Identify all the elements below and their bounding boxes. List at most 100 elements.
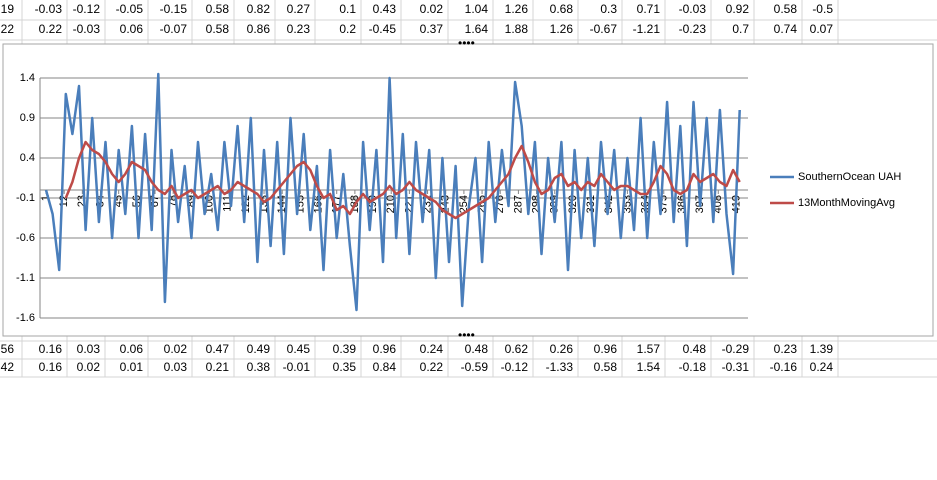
cell: -0.5 (812, 2, 833, 16)
cell: -0.23 (679, 22, 707, 36)
cell: 0.22 (39, 22, 63, 36)
cell: 42 (1, 360, 15, 374)
cell: 1.88 (505, 22, 529, 36)
cell: 0.07 (810, 22, 834, 36)
cell: -1.21 (633, 22, 661, 36)
cell: 0.48 (683, 342, 707, 356)
cell: -0.31 (722, 360, 750, 374)
cell: -0.01 (283, 360, 311, 374)
cell: 0.71 (637, 2, 661, 16)
x-tick-label: 298 (530, 195, 542, 213)
y-tick-label: 0.4 (20, 152, 35, 164)
legend-label: 13MonthMovingAvg (798, 197, 895, 209)
cell: 0.02 (164, 342, 188, 356)
cell: 0.82 (247, 2, 271, 16)
cell: 0.03 (77, 342, 101, 356)
cell: 0.45 (287, 342, 311, 356)
x-tick-label: 12 (58, 195, 70, 207)
cell: 0.58 (774, 2, 798, 16)
cell: 1.04 (465, 2, 489, 16)
cell: -0.03 (73, 22, 101, 36)
cell: -0.12 (501, 360, 529, 374)
cell: 0.74 (774, 22, 798, 36)
cell: -0.03 (679, 2, 707, 16)
cell: 0.48 (465, 342, 489, 356)
y-tick-label: 0.9 (20, 112, 35, 124)
cell: 0.96 (373, 342, 397, 356)
cell: 0.58 (594, 360, 618, 374)
cell: 0.68 (550, 2, 574, 16)
sheet-grid: 19 -0.03 -0.12 -0.05 -0.15 0.58 0.82 0.27 0.1 0.4… (0, 0, 937, 378)
x-tick-label: 254 (458, 195, 470, 213)
cell: 0.86 (247, 22, 271, 36)
cell: 0.06 (120, 342, 144, 356)
cell: 0.26 (550, 342, 574, 356)
cell: 19 (1, 2, 15, 16)
cell: 0.21 (206, 360, 230, 374)
cell: 0.92 (726, 2, 750, 16)
cell: 0.23 (287, 22, 311, 36)
cell: 0.38 (247, 360, 271, 374)
resize-handle[interactable]: •••• (458, 328, 475, 342)
cell: 0.2 (339, 22, 356, 36)
cell: 0.49 (247, 342, 271, 356)
cell: 0.03 (164, 360, 188, 374)
cell: -0.07 (160, 22, 188, 36)
cell: -0.67 (590, 22, 618, 36)
cell: -0.03 (35, 2, 63, 16)
series-line (64, 140, 741, 220)
cell: -1.33 (546, 360, 574, 374)
cell: -0.18 (679, 360, 707, 374)
cell: 0.37 (420, 22, 444, 36)
cell: 0.06 (120, 22, 144, 36)
resize-handle[interactable]: •••• (458, 36, 475, 50)
cell: 0.47 (206, 342, 230, 356)
cell: 0.01 (120, 360, 144, 374)
cell: -0.16 (770, 360, 798, 374)
x-tick-label: 1 (40, 195, 52, 201)
cell: 0.1 (339, 2, 356, 16)
cell: 0.35 (333, 360, 357, 374)
legend-label: SouthernOcean UAH (798, 171, 901, 183)
cell: 1.26 (550, 22, 574, 36)
chart: 1.40.90.4-0.1-0.6-1.1-1.61 12 23 34 45 56 67 78… (16, 72, 901, 324)
y-tick-label: 1.4 (20, 72, 35, 84)
cell: -0.05 (116, 2, 144, 16)
cell: 0.58 (206, 2, 230, 16)
y-tick-label: -0.1 (16, 192, 35, 204)
cell: 0.7 (732, 22, 749, 36)
cell: 0.43 (373, 2, 397, 16)
cell: 0.3 (600, 2, 617, 16)
cell: 0.23 (774, 342, 798, 356)
cell: -0.59 (461, 360, 489, 374)
y-tick-label: -1.6 (16, 312, 35, 324)
cell: -0.45 (369, 22, 397, 36)
y-tick-label: -1.1 (16, 272, 35, 284)
cell: -0.15 (160, 2, 188, 16)
cell: 56 (1, 342, 15, 356)
cell: 0.24 (420, 342, 444, 356)
cell: 0.58 (206, 22, 230, 36)
cell: -0.29 (722, 342, 750, 356)
cell: 1.39 (810, 342, 834, 356)
cell: 0.02 (77, 360, 101, 374)
cell: 0.02 (420, 2, 444, 16)
cell: 0.84 (373, 360, 397, 374)
cell: 0.16 (39, 360, 63, 374)
series-line (44, 72, 741, 312)
cell: 1.64 (465, 22, 489, 36)
cell: 0.62 (505, 342, 529, 356)
cell: 0.96 (594, 342, 618, 356)
cell: 0.39 (333, 342, 357, 356)
cell: 0.27 (287, 2, 311, 16)
cell: 1.26 (505, 2, 529, 16)
cell: 22 (1, 22, 15, 36)
cell: -0.12 (73, 2, 101, 16)
cell: 1.54 (637, 360, 661, 374)
cell: 0.24 (810, 360, 834, 374)
cell: 1.57 (637, 342, 661, 356)
cell: 0.16 (39, 342, 63, 356)
x-tick-label: 287 (512, 195, 524, 213)
